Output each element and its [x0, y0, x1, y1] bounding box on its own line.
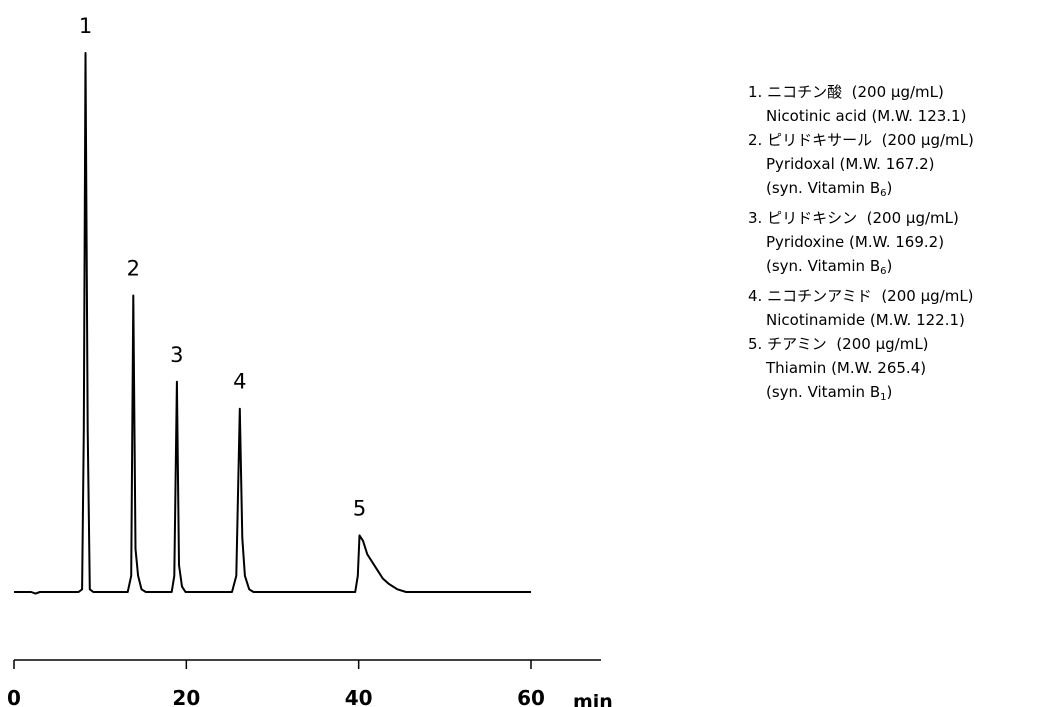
legend-entry-1: 1. ニコチン酸 (200 μg/mL) Nicotinic acid (M.W.… [748, 80, 1053, 128]
legend-concentration: (200 μg/mL) [871, 287, 974, 305]
legend-index: 2. [748, 131, 768, 149]
chromatogram-trace [14, 52, 531, 595]
legend-concentration: (200 μg/mL) [842, 83, 944, 101]
chromatogram-chart: 1 2 3 4 5 0 20 40 60 min [7, 14, 613, 707]
x-tick-label-3: 40 [345, 686, 373, 707]
peak-label-4: 4 [233, 370, 246, 394]
legend-entry-3: 3. ピリドキシン (200 μg/mL) Pyridoxine (M.W. 16… [748, 206, 1053, 284]
legend-japanese-name: ピリドキシン [767, 209, 858, 227]
legend-concentration: (200 μg/mL) [826, 335, 929, 353]
legend-synonym-close: ) [886, 383, 893, 401]
legend-title-line: 2. ピリドキサール (200 μg/mL) [748, 128, 1053, 152]
legend-title-line: 5. チアミン (200 μg/mL) [748, 332, 1053, 356]
legend-entry-2: 2. ピリドキサール (200 μg/mL) Pyridoxal (M.W. 16… [748, 128, 1053, 206]
legend-entry-4: 4. ニコチンアミド (200 μg/mL) Nicotinamide (M.W.… [748, 284, 1053, 332]
legend-english-name: Nicotinamide (M.W. 122.1) [766, 311, 965, 329]
legend-index: 4. [748, 287, 768, 305]
x-tick-label-2: 20 [172, 686, 200, 707]
legend-concentration: (200 μg/mL) [872, 131, 974, 149]
legend-index: 5. [748, 335, 768, 353]
legend-synonym-close: ) [886, 257, 893, 275]
peak-label-1: 1 [79, 14, 92, 38]
legend-title-line: 4. ニコチンアミド (200 μg/mL) [748, 284, 1053, 308]
legend-synonym: (syn. Vitamin B1) [748, 380, 1053, 410]
legend-synonym-subscript: 6 [880, 266, 887, 277]
legend-japanese-name: チアミン [767, 335, 827, 353]
legend-index: 1. [748, 83, 768, 101]
legend-english-name: Pyridoxine (M.W. 169.2) [766, 233, 945, 251]
legend-index: 3. [748, 209, 768, 227]
legend-synonym: (syn. Vitamin B6) [748, 254, 1053, 284]
x-tick-label-4: 60 [517, 686, 545, 707]
legend-title-line: 1. ニコチン酸 (200 μg/mL) [748, 80, 1053, 104]
x-axis-unit: min [573, 691, 613, 707]
peak-label-3: 3 [170, 343, 183, 367]
peak-legend: 1. ニコチン酸 (200 μg/mL) Nicotinic acid (M.W.… [748, 80, 1053, 410]
legend-synonym-text: (syn. Vitamin B [766, 179, 881, 197]
legend-title-line: 3. ピリドキシン (200 μg/mL) [748, 206, 1053, 230]
legend-english-name: Pyridoxal (M.W. 167.2) [766, 155, 935, 173]
legend-synonym-subscript: 1 [880, 392, 887, 403]
x-tick-label-1: 0 [7, 686, 21, 707]
legend-english-name: Thiamin (M.W. 265.4) [766, 359, 927, 377]
peak-label-5: 5 [353, 496, 366, 520]
legend-synonym: (syn. Vitamin B6) [748, 176, 1053, 206]
legend-japanese-name: ピリドキサール [767, 131, 873, 149]
legend-synonym-subscript: 6 [880, 188, 887, 199]
legend-synonym-close: ) [886, 179, 893, 197]
legend-japanese-name: ニコチン酸 [767, 83, 843, 101]
legend-entry-5: 5. チアミン (200 μg/mL) Thiamin (M.W. 265.4) (… [748, 332, 1053, 410]
legend-synonym-text: (syn. Vitamin B [766, 383, 881, 401]
legend-english-name: Nicotinic acid (M.W. 123.1) [766, 107, 967, 125]
legend-japanese-name: ニコチンアミド [767, 287, 872, 305]
legend-synonym-text: (syn. Vitamin B [766, 257, 881, 275]
peak-label-2: 2 [127, 257, 140, 281]
legend-concentration: (200 μg/mL) [857, 209, 959, 227]
